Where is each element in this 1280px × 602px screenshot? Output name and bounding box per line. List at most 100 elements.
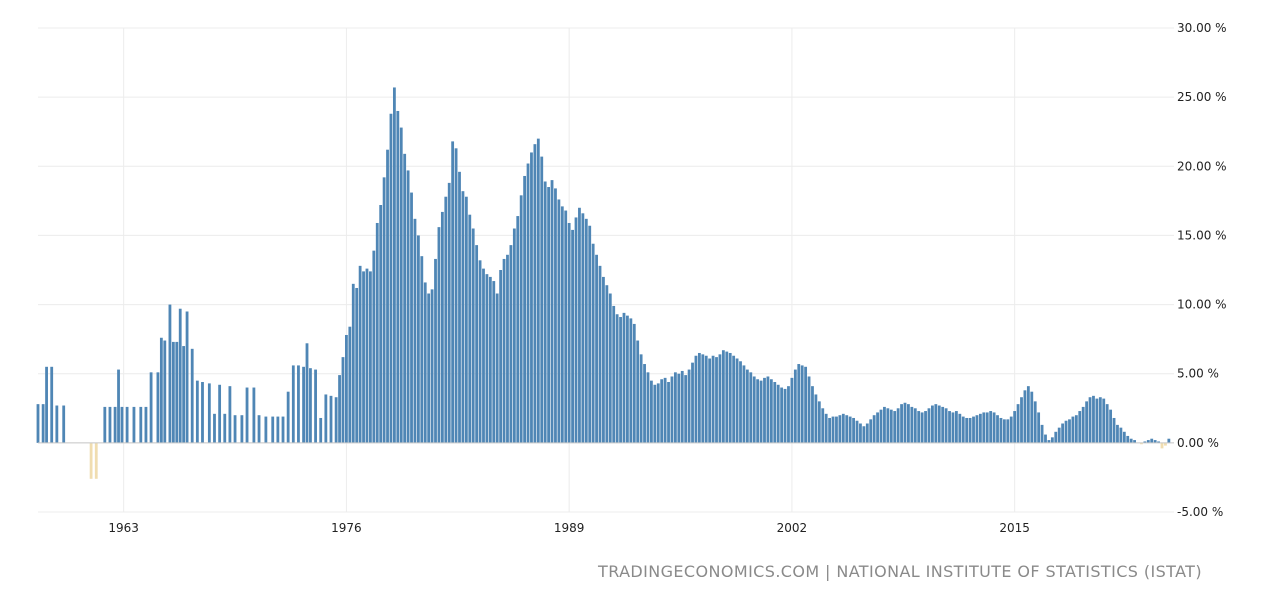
data-bar [790,377,794,443]
data-bar [190,348,194,443]
data-bar [999,417,1003,443]
data-bar [687,369,691,443]
data-bar [650,380,653,443]
data-bar [951,412,955,443]
data-bar [780,387,784,443]
data-bar [677,373,681,443]
data-bar [965,417,969,443]
data-bar [499,270,503,443]
data-bar [1095,398,1099,443]
data-bar [567,222,571,443]
data-bar [900,404,903,443]
data-bar [783,388,787,443]
data-bar [718,354,722,443]
data-bar [276,416,280,443]
data-bar [646,372,650,443]
data-bar [410,192,413,443]
data-bar [233,415,237,443]
y-tick-label: 20.00 % [1177,159,1227,173]
data-bar [1068,419,1071,443]
data-bar [245,387,249,443]
data-bar [1061,423,1065,443]
data-bar [629,318,633,443]
data-bar [978,413,982,443]
data-bar [982,412,986,443]
data-bar [309,368,312,443]
data-bar [286,391,290,443]
data-bar [759,380,763,443]
data-bar [62,405,66,443]
data-bar [711,355,715,443]
data-bar [862,426,866,443]
source-credit: TRADINGECONOMICS.COM | NATIONAL INSTITUT… [598,562,1202,581]
data-bar [972,416,975,443]
data-bar [927,408,931,443]
data-bar [334,397,338,443]
data-bar [632,323,636,443]
data-bar [879,409,883,443]
data-bar [968,417,972,443]
data-bar [841,413,845,443]
y-tick-label: 30.00 % [1177,21,1227,35]
data-bar [763,377,766,443]
y-tick-label: 25.00 % [1177,90,1227,104]
data-bar [379,205,383,443]
data-bar [1026,386,1030,443]
data-bar [701,354,705,443]
data-bar [1016,404,1020,443]
data-bar [660,379,664,443]
data-bar [893,411,897,443]
data-bar [120,406,124,443]
data-bar [1081,406,1085,443]
data-bar [735,358,739,443]
data-bar [564,210,568,443]
data-bar [725,351,729,443]
data-bar [365,268,369,443]
data-bar [223,413,227,443]
data-bar [89,442,93,479]
data-bar [821,408,825,443]
data-bar [345,334,348,443]
data-bar [1112,417,1116,443]
data-bar [252,387,256,443]
data-bar [985,412,989,443]
data-bar [1074,415,1078,443]
x-tick-label: 1963 [108,521,139,535]
data-bar [1160,442,1164,449]
data-bar [156,372,160,443]
data-bar [178,308,182,443]
x-tick-label: 2015 [999,521,1030,535]
data-bar [386,149,389,443]
data-bar [540,156,544,443]
data-bar [547,187,551,443]
data-bar [1085,401,1089,443]
data-bar [512,228,516,443]
data-bar [996,415,999,443]
data-bar [55,405,59,443]
data-bar [602,276,605,443]
data-bar [485,274,489,443]
data-bar [907,404,910,443]
data-bar [1078,411,1082,443]
data-bar [132,406,136,443]
data-bar [392,87,396,443]
data-bar [201,382,204,443]
data-bar [1126,435,1130,443]
data-bar [416,235,420,443]
data-bar [557,199,561,443]
data-bar [240,415,244,443]
data-bar [468,214,472,443]
data-bar [869,419,873,443]
data-bar [667,382,670,443]
data-bar [369,271,372,443]
data-bar [934,404,938,443]
data-bar [319,417,323,443]
data-bar [948,411,951,443]
data-bar [835,416,838,443]
data-bar [721,350,725,443]
data-bar [643,364,646,443]
data-bar [989,411,993,443]
data-bar [509,245,513,443]
data-bar [1105,404,1109,443]
data-bar [1054,431,1058,443]
